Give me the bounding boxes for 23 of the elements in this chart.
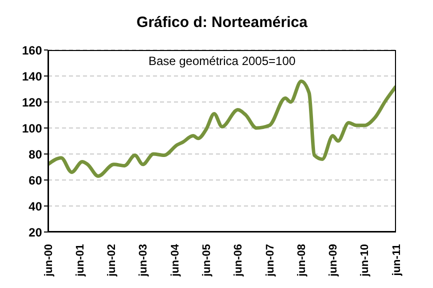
x-tick-label: jun-05 — [201, 244, 214, 278]
y-tick-label: 140 — [22, 69, 42, 84]
y-tick-label: 100 — [22, 121, 42, 136]
y-tick-label: 120 — [22, 95, 42, 110]
annotation: Base geométrica 2005=100 — [147, 54, 297, 68]
y-tick-label: 20 — [28, 225, 42, 240]
x-tick-label: jun-01 — [74, 244, 86, 278]
y-tick-label: 80 — [28, 147, 42, 162]
x-tick-label: jun-09 — [328, 244, 340, 278]
y-tick-label: 40 — [28, 199, 42, 214]
x-tick-label: jun-10 — [359, 244, 372, 278]
x-tick-label: jun-02 — [106, 244, 118, 278]
x-tick-label: jun-07 — [264, 244, 276, 278]
x-tick-label: jun-03 — [138, 244, 150, 278]
x-tick-label: jun-06 — [232, 244, 245, 278]
x-tick-label: jun-00 — [42, 244, 55, 278]
line-series — [48, 79, 396, 178]
x-tick-label: jun-08 — [296, 244, 308, 278]
y-tick-label: 60 — [28, 173, 42, 188]
y-tick-label: 160 — [22, 43, 42, 58]
x-tick-label: jun-11 — [390, 244, 403, 277]
x-tick-label: jun-04 — [169, 243, 182, 278]
chart-title: Gráfico d: Norteamérica — [136, 14, 308, 31]
